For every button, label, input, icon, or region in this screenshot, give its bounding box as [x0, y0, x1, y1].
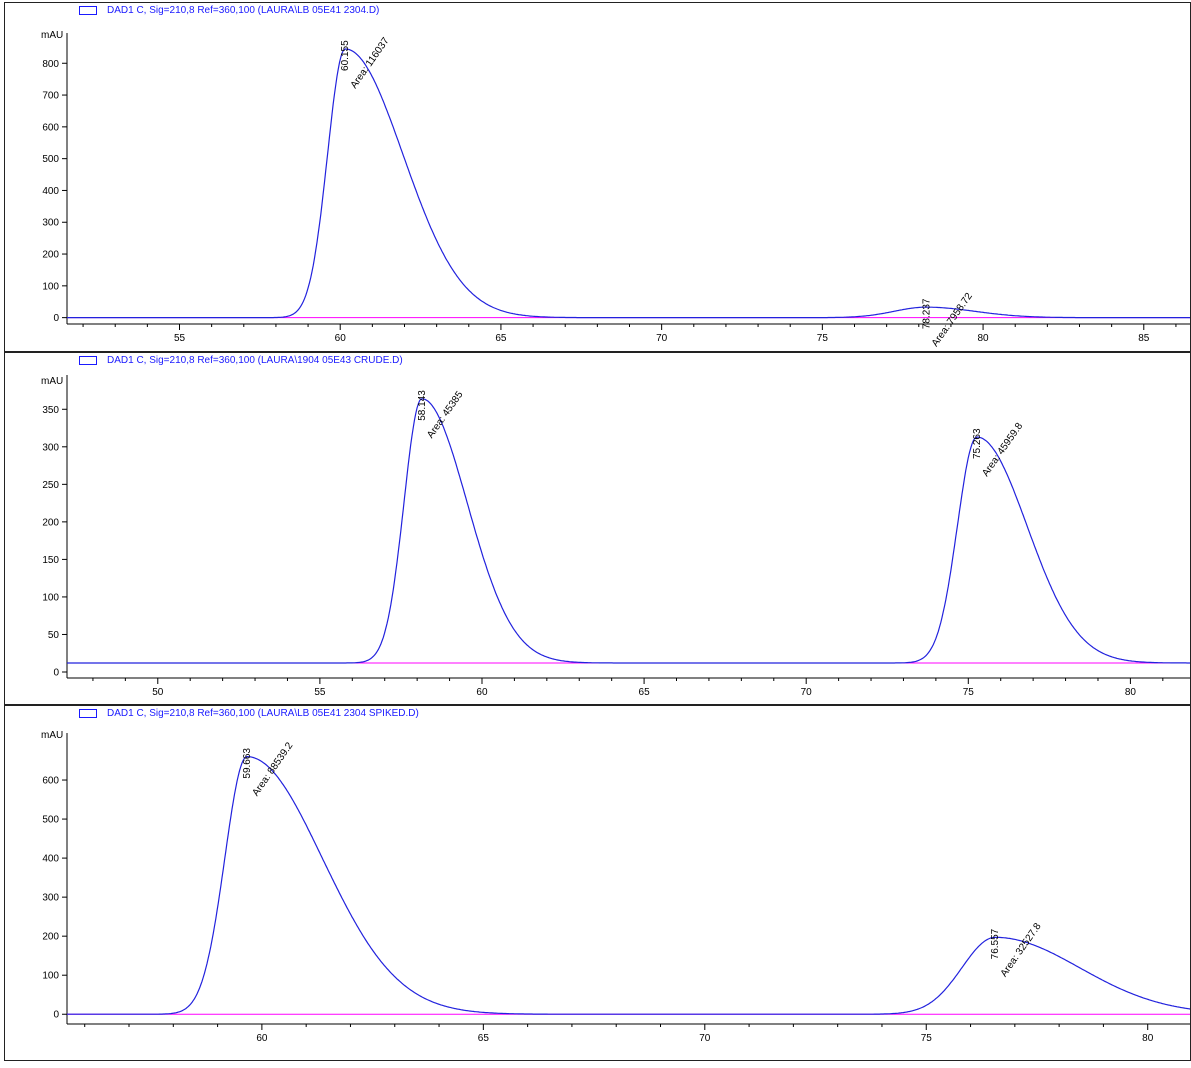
signal-trace: [67, 755, 1190, 1015]
signal-trace: [67, 398, 1190, 664]
chart-svg-1: 0 100 200 300 400 500 600 700 800 55 60 65 70 75 80 85 6…: [42, 33, 1190, 349]
x-tick-label: 75: [817, 333, 829, 344]
y-tick-label: 600: [42, 122, 59, 133]
y-tick-label: 50: [48, 630, 60, 641]
x-tick-label: 65: [478, 1033, 490, 1044]
peak-area-label: Area: 32527.8: [999, 921, 1044, 979]
peak-area-label: Area: 116037: [349, 35, 392, 90]
y-tick-label: 0: [53, 1010, 59, 1021]
y-tick-label: 300: [42, 218, 59, 229]
chart-header-3: DAD1 C, Sig=210,8 Ref=360,100 (LAURA\LB …: [79, 708, 419, 719]
x-tick-label: 70: [699, 1033, 711, 1044]
peak-area-label: Area: 88539.2: [250, 740, 295, 798]
peak-retention-time-label: 60.155: [340, 40, 351, 71]
peak-area-label: Area: 7958.72: [930, 291, 975, 349]
legend-swatch-icon: [79, 709, 97, 718]
x-tick-label: 60: [335, 333, 347, 344]
y-tick-label: 300: [42, 442, 59, 453]
chart-title-1: DAD1 C, Sig=210,8 Ref=360,100 (LAURA\LB …: [107, 5, 380, 16]
y-tick-label: 100: [42, 281, 59, 292]
chart-svg-2: 0 50 100 150 200 250 300 350 50 55 60 65 70 75 80 58.14…: [42, 375, 1190, 698]
y-tick-label: 500: [42, 815, 59, 826]
peak-area-label: Area: 45959.8: [980, 421, 1025, 479]
y-tick-label: 0: [53, 667, 59, 678]
legend-swatch-icon: [79, 356, 97, 365]
x-tick-label: 80: [978, 333, 990, 344]
x-tick-label: 70: [656, 333, 668, 344]
x-tick-label: 65: [639, 687, 651, 698]
x-tick-label: 75: [963, 687, 975, 698]
y-tick-label: 100: [42, 592, 59, 603]
x-tick-label: 60: [256, 1033, 268, 1044]
y-tick-label: 700: [42, 91, 59, 102]
y-tick-label: 500: [42, 154, 59, 165]
chromatogram-panel-1: 0 100 200 300 400 500 600 700 800 55 60 65 70 75 80 85 6…: [4, 2, 1191, 352]
x-tick-label: 80: [1125, 687, 1137, 698]
chart-header-1: DAD1 C, Sig=210,8 Ref=360,100 (LAURA\LB …: [79, 5, 379, 16]
y-tick-label: 400: [42, 854, 59, 865]
y-tick-label: 200: [42, 932, 59, 943]
y-tick-label: 800: [42, 59, 59, 70]
y-tick-label: 150: [42, 555, 59, 566]
y-tick-label: 600: [42, 776, 59, 787]
peak-retention-time-label: 75.263: [972, 428, 983, 459]
chart-header-2: DAD1 C, Sig=210,8 Ref=360,100 (LAURA\190…: [79, 355, 403, 366]
peak-retention-time-label: 58.143: [417, 390, 428, 421]
x-tick-label: 65: [495, 333, 507, 344]
chart-title-3: DAD1 C, Sig=210,8 Ref=360,100 (LAURA\LB …: [107, 708, 419, 719]
x-tick-label: 70: [801, 687, 813, 698]
y-axis-label-1: mAU: [41, 30, 64, 41]
x-tick-label: 85: [1138, 333, 1150, 344]
peak-retention-time-label: 78.237: [921, 298, 932, 329]
chromatogram-panel-2: 0 50 100 150 200 250 300 350 50 55 60 65 70 75 80 58.14…: [4, 352, 1191, 705]
y-tick-label: 0: [53, 313, 59, 324]
legend-swatch-icon: [79, 6, 97, 15]
y-tick-label: 250: [42, 480, 59, 491]
x-tick-label: 80: [1142, 1033, 1154, 1044]
y-tick-label: 400: [42, 186, 59, 197]
peak-retention-time-label: 76.557: [990, 928, 1001, 959]
y-tick-label: 200: [42, 517, 59, 528]
x-tick-label: 50: [152, 687, 164, 698]
x-tick-label: 55: [314, 687, 326, 698]
x-tick-label: 55: [174, 333, 186, 344]
signal-trace: [67, 48, 1190, 319]
y-tick-label: 350: [42, 405, 59, 416]
peak-retention-time-label: 59.663: [242, 748, 253, 779]
y-tick-label: 100: [42, 971, 59, 982]
x-tick-label: 60: [476, 687, 488, 698]
chart-title-2: DAD1 C, Sig=210,8 Ref=360,100 (LAURA\190…: [107, 355, 403, 366]
x-tick-label: 75: [921, 1033, 933, 1044]
y-axis-label-2: mAU: [41, 376, 64, 387]
y-tick-label: 200: [42, 250, 59, 261]
y-axis-label-3: mAU: [41, 730, 64, 741]
chromatogram-panel-3: 0 100 200 300 400 500 600 60 65 70 75 80 59.663 Area:…: [4, 705, 1191, 1061]
y-tick-label: 300: [42, 893, 59, 904]
